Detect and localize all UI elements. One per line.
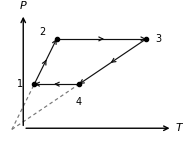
Text: 4: 4 [76, 97, 82, 106]
Text: 1: 1 [17, 79, 23, 89]
Text: 2: 2 [40, 27, 46, 37]
Text: P: P [20, 1, 27, 11]
Text: T: T [176, 123, 183, 133]
Text: 3: 3 [155, 34, 161, 44]
